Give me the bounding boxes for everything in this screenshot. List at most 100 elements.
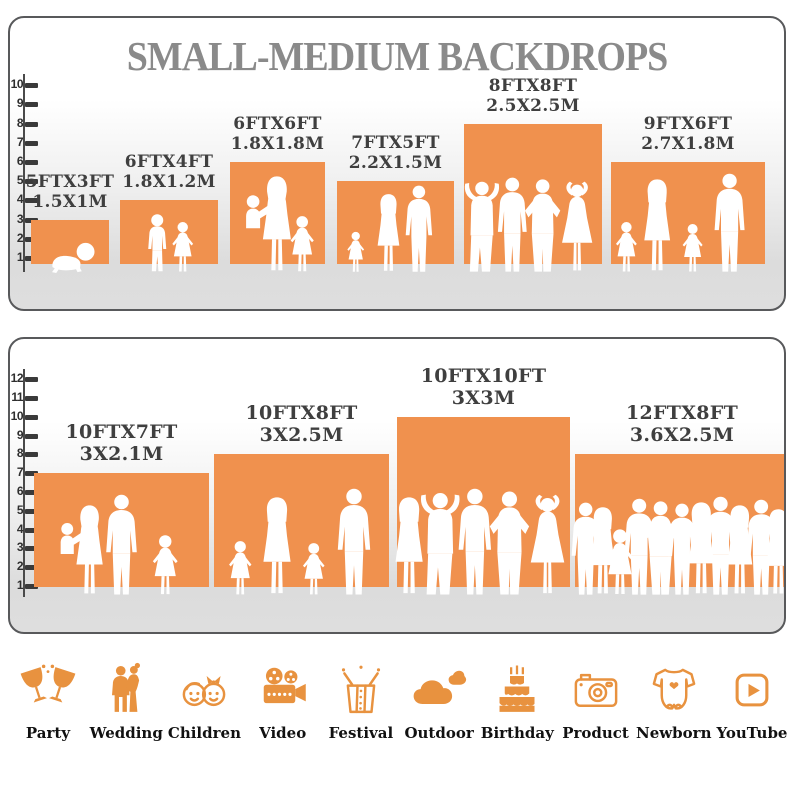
category-label: Newborn	[636, 724, 712, 742]
outdoor-icon	[411, 662, 467, 718]
ruler-number: 3	[16, 211, 24, 226]
ruler-number: 11	[11, 390, 23, 404]
size-label-meters: 2.7X1.8M	[641, 134, 735, 154]
size-label-feet: 10FTX8FT	[245, 402, 358, 425]
size-chart-panel-large: 1 2 3 4 5 6 7 8 9 10 11 12 10FTX7FT 3X2.1M 10FTX8FT 3X2…	[8, 337, 786, 634]
ruler-number: 9	[16, 96, 24, 111]
category-label: Product	[562, 724, 629, 742]
size-label-feet: 12FTX8FT	[625, 402, 739, 425]
size-label-feet: 5FTX3FT	[25, 171, 115, 192]
ruler-number: 6	[16, 154, 24, 168]
ruler-tick	[25, 490, 38, 495]
ruler-number: 10	[10, 408, 24, 423]
ruler-number: 4	[16, 521, 24, 536]
size-label-meters: 3X3M	[451, 386, 516, 409]
size-label-feet: 6FTX4FT	[124, 152, 214, 173]
birthday-icon	[489, 662, 545, 718]
backdrop-box-6ftx4ft	[120, 200, 218, 264]
ruler-number: 2	[16, 559, 24, 574]
category-item-video: Video	[245, 662, 321, 742]
category-label: Video	[259, 724, 307, 742]
category-row: Party Wedding Children Video Festival Outdoor…	[10, 662, 790, 742]
category-label: Children	[167, 724, 241, 742]
category-item-wedding: Wedding	[88, 662, 164, 742]
category-label: Festival	[328, 724, 394, 742]
ruler-number: 2	[16, 230, 24, 245]
ruler-number: 7	[16, 134, 24, 149]
category-label: Birthday	[480, 724, 554, 742]
ruler-tick	[25, 527, 38, 533]
category-item-youtube: YouTube	[714, 662, 790, 742]
category-item-children: Children	[166, 662, 242, 742]
backdrop-size-label: 9FTX6FT 2.7X1.8M	[578, 114, 784, 154]
children-icon	[176, 662, 232, 718]
page-title: SMALL-MEDIUM BACKDROPS	[126, 34, 669, 80]
category-item-birthday: Birthday	[479, 662, 555, 742]
ruler-tick	[25, 508, 38, 514]
category-item-outdoor: Outdoor	[401, 662, 477, 742]
ruler-number: 8	[16, 446, 24, 461]
size-chart-panel-small-medium: SMALL-MEDIUM BACKDROPS 1 2 3 4 5 6 7 8 9 10 5FTX3F…	[8, 16, 786, 311]
category-item-party: Party	[10, 662, 86, 742]
backdrop-size-label: 8FTX8FT 2.5X2.5M	[423, 76, 643, 116]
ruler-tick	[25, 102, 38, 108]
ruler-tick	[25, 452, 38, 458]
ruler-tick	[25, 471, 38, 477]
size-label-feet: 10FTX7FT	[65, 421, 178, 444]
newborn-icon	[646, 662, 702, 718]
ruler-tick	[25, 377, 38, 383]
backdrop-size-label: 10FTX10FT 3X3M	[374, 365, 594, 409]
backdrop-box-10ftx8ft	[214, 454, 389, 587]
ruler-tick	[25, 565, 38, 571]
backdrop-size-label: 6FTX4FT 1.8X1.2M	[59, 152, 279, 192]
category-label: Outdoor	[404, 724, 474, 742]
backdrop-size-label: 6FTX6FT 1.8X1.8M	[168, 114, 388, 154]
category-item-festival: Festival	[323, 662, 399, 742]
size-label-feet: 6FTX6FT	[233, 114, 322, 134]
video-icon	[255, 662, 311, 718]
size-label-meters: 2.5X2.5M	[486, 95, 580, 116]
ruler-tick	[25, 160, 38, 165]
category-label: Party	[25, 724, 71, 742]
festival-icon	[333, 662, 389, 718]
size-label-meters: 3X2.5M	[259, 424, 344, 447]
ruler-tick	[25, 121, 38, 127]
ruler-tick	[25, 198, 38, 204]
ruler-number: 1	[16, 578, 24, 592]
ruler-tick	[25, 584, 38, 589]
backdrop-size-label: 10FTX8FT 3X2.5M	[192, 402, 412, 446]
backdrop-size-label: 10FTX7FT 3X2.1M	[12, 421, 232, 465]
size-label-meters: 2.2X1.5M	[348, 153, 443, 174]
size-label-meters: 1.8X1.2M	[122, 172, 216, 193]
ruler-tick	[25, 433, 38, 439]
backdrop-box-12ftx8ft	[575, 454, 784, 587]
backdrop-size-label: 12FTX8FT 3.6X2.5M	[572, 402, 784, 447]
ruler-number: 12	[10, 371, 24, 386]
category-item-product: Product	[558, 662, 634, 742]
ruler-number: 1	[16, 250, 24, 264]
ruler-number: 3	[16, 540, 24, 555]
backdrop-box-10ftx10ft	[397, 416, 570, 587]
ruler-number: 8	[16, 115, 24, 130]
backdrop-size-label: 5FTX3FT 1.5X1M	[10, 171, 180, 212]
category-item-newborn: Newborn	[636, 662, 712, 742]
size-label-meters: 1.8X1.8M	[230, 134, 325, 154]
backdrop-box-7ftx5ft	[337, 181, 454, 264]
size-label-feet: 10FTX10FT	[420, 364, 547, 387]
ruler-tick	[25, 179, 38, 185]
ruler-tick	[25, 414, 38, 420]
size-label-feet: 9FTX6FT	[643, 114, 733, 134]
ruler-tick	[25, 396, 38, 401]
backdrop-box-10ftx7ft	[34, 473, 209, 587]
ruler-number: 10	[10, 77, 24, 92]
ruler-number: 7	[16, 465, 24, 480]
backdrop-box-9ftx6ft	[611, 162, 765, 264]
ruler-line	[23, 369, 25, 597]
backdrop-box-5ftx3ft	[31, 219, 109, 264]
ruler-number: 6	[16, 484, 24, 498]
ruler-tick	[25, 83, 38, 89]
size-label-meters: 3.6X2.5M	[629, 424, 735, 447]
size-label-meters: 1.5X1M	[32, 191, 108, 212]
size-label-feet: 8FTX8FT	[488, 75, 578, 96]
size-label-feet: 7FTX5FT	[351, 133, 440, 154]
